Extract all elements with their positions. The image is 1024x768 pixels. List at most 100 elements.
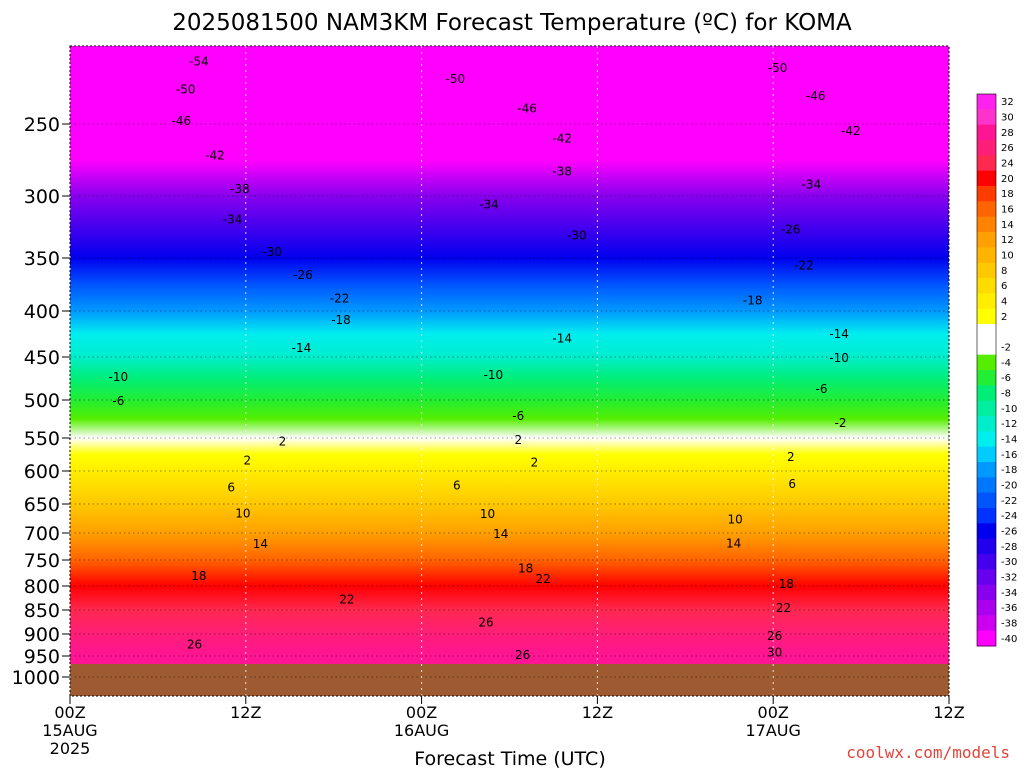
legend-swatch bbox=[977, 308, 996, 325]
legend-swatch bbox=[977, 554, 996, 570]
legend-label: 2 bbox=[1001, 312, 1007, 323]
isotherm-label: 26 bbox=[478, 615, 493, 629]
legend-swatch bbox=[977, 293, 996, 310]
legend-label: 12 bbox=[1001, 235, 1014, 246]
isotherm-label: -38 bbox=[552, 165, 572, 179]
pressure-tick-label: 350 bbox=[24, 248, 60, 270]
plot-area: -54-50-46-42-38-34-30-26-22-18-14-10-622… bbox=[70, 46, 949, 696]
legend-label: -24 bbox=[1001, 511, 1017, 522]
isotherm-label: -34 bbox=[223, 213, 243, 227]
date-label: 15AUG bbox=[42, 721, 97, 740]
chart-title: 2025081500 NAM3KM Forecast Temperature (… bbox=[172, 10, 852, 36]
isotherm-label: -50 bbox=[445, 72, 465, 86]
legend-label: -38 bbox=[1001, 619, 1017, 630]
legend-swatch bbox=[977, 477, 996, 494]
isotherm-label: 30 bbox=[767, 645, 782, 659]
isotherm-label: -30 bbox=[567, 229, 587, 243]
legend-label: -26 bbox=[1001, 527, 1017, 538]
grid-lines bbox=[70, 46, 949, 696]
pressure-tick-label: 800 bbox=[24, 576, 60, 598]
isotherm-label: 18 bbox=[191, 569, 206, 583]
isotherm-label: -46 bbox=[172, 114, 192, 128]
isotherm-label: -50 bbox=[768, 61, 788, 75]
isotherm-label: 26 bbox=[187, 638, 202, 652]
isotherm-label: -50 bbox=[176, 83, 196, 97]
isotherm-label: 2 bbox=[531, 455, 539, 469]
isotherm-label: 26 bbox=[767, 629, 782, 643]
isotherm-label: 18 bbox=[779, 577, 794, 591]
isotherm-label: -2 bbox=[835, 416, 847, 430]
legend-swatch bbox=[977, 262, 996, 279]
legend-swatch bbox=[977, 354, 996, 371]
isotherm-label: 6 bbox=[453, 479, 461, 493]
time-tick-label: 12Z bbox=[230, 703, 261, 722]
legend-label: 24 bbox=[1001, 159, 1014, 170]
legend-label: 20 bbox=[1001, 174, 1014, 185]
isotherm-label: -10 bbox=[109, 370, 129, 384]
isotherm-label: -18 bbox=[743, 293, 763, 307]
legend-swatch bbox=[977, 186, 996, 202]
legend-label: 30 bbox=[1001, 113, 1014, 124]
isotherm-label: -14 bbox=[292, 341, 312, 355]
legend-label: -40 bbox=[1001, 634, 1017, 645]
legend-swatch bbox=[977, 492, 996, 509]
legend-label: 10 bbox=[1001, 251, 1014, 262]
pressure-tick-label: 450 bbox=[24, 347, 60, 369]
legend-label: -18 bbox=[1001, 465, 1017, 476]
isotherm-label: 22 bbox=[536, 572, 551, 586]
isotherm-label: 22 bbox=[339, 592, 354, 606]
isotherm-label: 2 bbox=[279, 434, 287, 448]
legend-label: -14 bbox=[1001, 435, 1017, 446]
legend-swatch bbox=[977, 94, 996, 110]
legend-swatch bbox=[977, 385, 996, 402]
isotherm-label: -42 bbox=[205, 149, 225, 163]
isotherm-label: -30 bbox=[262, 245, 282, 259]
legend-swatch bbox=[977, 416, 996, 432]
legend-label: 26 bbox=[1001, 143, 1014, 154]
isotherm-label: -34 bbox=[801, 177, 821, 191]
time-tick-label: 12Z bbox=[582, 703, 613, 722]
legend-swatch bbox=[977, 201, 996, 218]
legend-swatch bbox=[977, 523, 996, 540]
legend-swatch bbox=[977, 569, 996, 586]
legend-label: 6 bbox=[1001, 281, 1007, 292]
time-tick-label: 00Z bbox=[406, 703, 437, 722]
legend-swatch bbox=[977, 508, 996, 524]
legend-label: -28 bbox=[1001, 542, 1017, 553]
pressure-tick-label: 1000 bbox=[12, 667, 60, 689]
isotherm-labels: -54-50-46-42-38-34-30-26-22-18-14-10-622… bbox=[109, 55, 861, 663]
legend-swatch bbox=[977, 600, 996, 616]
legend-swatch bbox=[977, 247, 996, 264]
pressure-tick-label: 500 bbox=[24, 390, 60, 412]
isotherm-label: -6 bbox=[112, 394, 124, 408]
legend-swatch bbox=[977, 278, 996, 294]
isotherm-label: -46 bbox=[806, 89, 826, 103]
isotherm-label: -10 bbox=[484, 368, 504, 382]
legend-swatch bbox=[977, 324, 996, 340]
legend-swatch bbox=[977, 155, 996, 172]
legend-swatch bbox=[977, 124, 996, 141]
legend-label: -6 bbox=[1001, 373, 1011, 384]
temperature-field bbox=[70, 46, 949, 696]
legend-label: -34 bbox=[1001, 588, 1017, 599]
isotherm-label: -34 bbox=[479, 198, 499, 212]
isotherm-label: -14 bbox=[829, 327, 849, 341]
year-label: 2025 bbox=[50, 739, 91, 758]
isotherm-label: -14 bbox=[552, 332, 572, 346]
isotherm-label: 14 bbox=[493, 527, 508, 541]
legend-label: 16 bbox=[1001, 205, 1014, 216]
pressure-tick-label: 400 bbox=[24, 301, 60, 323]
pressure-axis: 2503003504004505005506006507007508008509… bbox=[12, 114, 70, 689]
isotherm-label: -22 bbox=[794, 258, 814, 272]
pressure-tick-label: 650 bbox=[24, 494, 60, 516]
legend-label: -22 bbox=[1001, 496, 1017, 507]
legend-label: 4 bbox=[1001, 297, 1007, 308]
date-label: 16AUG bbox=[394, 721, 449, 740]
site-credit[interactable]: coolwx.com/models bbox=[846, 743, 1010, 762]
legend-swatch bbox=[977, 400, 996, 417]
legend-swatch bbox=[977, 538, 996, 555]
isotherm-label: 2 bbox=[243, 453, 251, 467]
legend-swatch bbox=[977, 615, 996, 632]
legend-swatch bbox=[977, 630, 996, 647]
